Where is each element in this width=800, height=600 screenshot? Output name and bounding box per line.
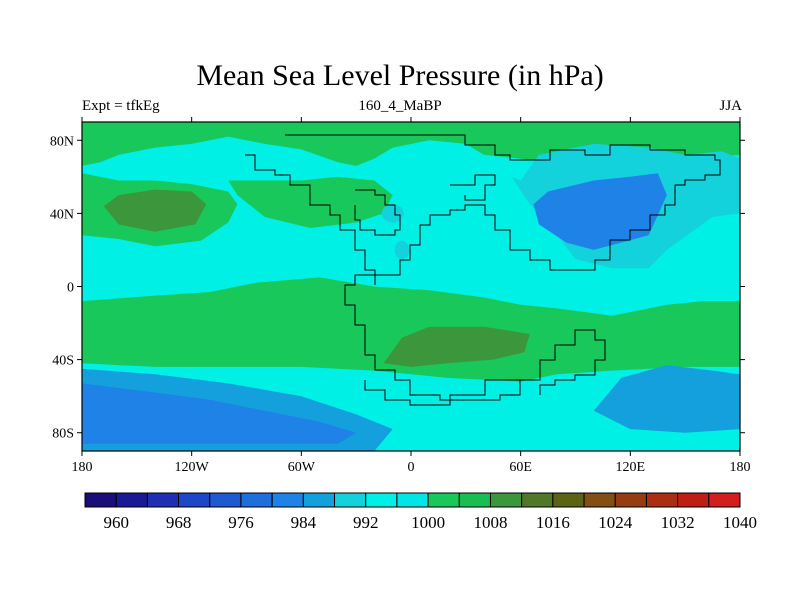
coastline-2 bbox=[245, 154, 376, 285]
colorbar-label: 960 bbox=[103, 513, 129, 532]
colorbar-swatch bbox=[521, 492, 554, 508]
colorbar-swatch bbox=[677, 492, 710, 508]
colorbar-swatch bbox=[552, 492, 585, 508]
coastline-3 bbox=[354, 189, 401, 236]
colorbar-swatch bbox=[115, 492, 148, 508]
colorbar-swatch bbox=[708, 492, 741, 508]
arctic-patch-2 bbox=[261, 123, 342, 139]
colorbar-swatch bbox=[209, 492, 242, 508]
contour-field bbox=[82, 122, 740, 451]
colorbar-swatch bbox=[427, 492, 460, 508]
experiment-label: Expt = tfkEg bbox=[82, 98, 160, 114]
colorbar-label: 992 bbox=[353, 513, 379, 532]
atlantic-low-1 bbox=[381, 204, 404, 223]
y-tick-label: 40S bbox=[52, 354, 74, 369]
x-tick-label: 180 bbox=[730, 460, 751, 475]
colorbar-swatch bbox=[396, 492, 429, 508]
age-label: 160_4_MaBP bbox=[358, 98, 442, 114]
colorbar-label: 984 bbox=[291, 513, 317, 532]
chart-title: Mean Sea Level Pressure (in hPa) bbox=[196, 59, 604, 92]
arctic-patch-3 bbox=[602, 123, 695, 139]
coastlines bbox=[245, 134, 721, 406]
x-tick-label: 120W bbox=[175, 460, 210, 475]
colorbar-label: 1040 bbox=[723, 513, 757, 532]
colorbar-label: 1016 bbox=[536, 513, 570, 532]
atlantic-low-2 bbox=[394, 240, 410, 260]
y-tick-label: 0 bbox=[67, 281, 74, 296]
colorbar: 960 968 976 984 992 1000 1008 1016 1024 1032 1040 bbox=[84, 492, 757, 532]
colorbar-label: 1032 bbox=[661, 513, 695, 532]
y-tick-label: 80N bbox=[50, 134, 74, 149]
arctic-patch-1 bbox=[140, 123, 207, 139]
axes: 180 120W 60W 0 60E 120E 180 80N 40N 0 40S 80S bbox=[50, 117, 751, 475]
y-tick-label: 80S bbox=[52, 427, 74, 442]
colorbar-swatch bbox=[489, 492, 523, 508]
colorbar-label: 1024 bbox=[598, 513, 633, 532]
x-tick-label: 60E bbox=[509, 460, 532, 475]
colorbar-swatch bbox=[146, 492, 180, 508]
colorbar-label: 976 bbox=[228, 513, 254, 532]
x-tick-label: 60W bbox=[288, 460, 316, 475]
colorbar-swatch bbox=[240, 492, 273, 508]
colorbar-swatch bbox=[178, 492, 211, 508]
x-tick-label: 180 bbox=[72, 460, 93, 475]
southern-africa-core-region bbox=[383, 326, 530, 367]
asian-low-inner-region bbox=[533, 173, 667, 250]
coastline-4 bbox=[450, 174, 496, 201]
colorbar-swatch bbox=[614, 492, 647, 508]
north-pacific-core-region bbox=[103, 189, 207, 232]
coastline-5 bbox=[364, 379, 520, 406]
y-tick-label: 40N bbox=[50, 207, 74, 222]
colorbar-label: 1000 bbox=[411, 513, 445, 532]
southern-ocean-low-east-region bbox=[593, 365, 740, 433]
south-subtropical-belt-region bbox=[82, 277, 740, 382]
colorbar-swatch bbox=[365, 492, 398, 508]
colorbar-swatch bbox=[334, 492, 367, 508]
colorbar-swatch bbox=[271, 492, 304, 508]
colorbar-swatch bbox=[458, 492, 491, 508]
southern-ocean-low-west-inner-region bbox=[82, 383, 357, 444]
x-tick-label: 120E bbox=[616, 460, 646, 475]
colorbar-swatch bbox=[302, 492, 336, 508]
colorbar-label: 1008 bbox=[473, 513, 507, 532]
colorbar-swatch bbox=[583, 492, 616, 508]
colorbar-swatch bbox=[84, 492, 117, 508]
x-tick-label: 0 bbox=[408, 460, 415, 475]
coastline-1 bbox=[285, 134, 721, 401]
colorbar-label: 968 bbox=[166, 513, 192, 532]
season-label: JJA bbox=[719, 98, 742, 114]
colorbar-swatch bbox=[645, 492, 679, 508]
